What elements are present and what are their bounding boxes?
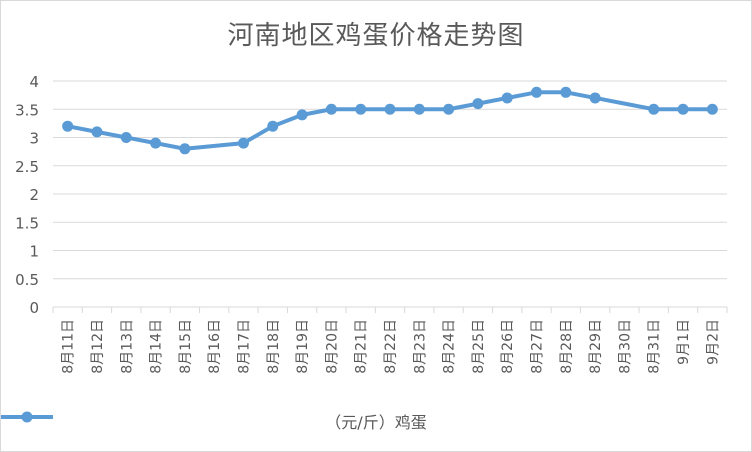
x-tick-label: 8月23日 [412, 319, 428, 374]
y-tick-label: 0 [29, 299, 39, 317]
x-tick-label: 8月17日 [236, 319, 252, 374]
data-point [384, 103, 396, 115]
x-tick-label: 8月13日 [119, 319, 135, 374]
x-tick-label: 8月15日 [178, 319, 194, 374]
data-point [443, 103, 455, 115]
series-line [65, 90, 715, 151]
x-tick-label: 8月18日 [266, 319, 282, 374]
data-point [560, 86, 572, 98]
x-tick-label: 8月12日 [90, 319, 106, 374]
y-tick-label: 3.5 [15, 101, 39, 119]
data-point [267, 120, 279, 132]
data-point [150, 137, 162, 149]
data-point [677, 103, 689, 115]
x-tick-label: 9月1日 [676, 319, 692, 365]
data-point [325, 103, 337, 115]
data-point [648, 103, 660, 115]
data-point [501, 92, 513, 104]
chart-title: 河南地区鸡蛋价格走势图 [227, 21, 525, 51]
y-tick-label: 2.5 [15, 158, 39, 176]
y-tick-label: 2 [29, 186, 39, 204]
x-tick-label: 8月14日 [149, 319, 165, 374]
x-tick-label: 8月24日 [442, 319, 458, 374]
x-tick-label: 8月21日 [354, 319, 370, 374]
y-tick-label: 1.5 [15, 214, 39, 232]
data-point [62, 120, 74, 132]
x-tick-label: 8月20日 [324, 319, 340, 374]
legend-label: （元/斤）鸡蛋 [325, 413, 427, 432]
x-tick-label: 8月29日 [588, 319, 604, 374]
x-tick-label: 8月19日 [295, 319, 311, 374]
x-tick-label: 8月27日 [530, 319, 546, 374]
x-tick-label: 8月28日 [559, 319, 575, 374]
data-point [589, 92, 601, 104]
data-point [179, 143, 191, 155]
data-point [91, 126, 103, 138]
x-tick-label: 8月22日 [383, 319, 399, 374]
data-point [706, 103, 718, 115]
legend-swatch [1, 411, 53, 423]
data-point [120, 132, 132, 143]
y-tick-label: 1 [29, 243, 39, 261]
x-tick-label: 8月30日 [617, 319, 633, 374]
x-tick-label: 8月25日 [471, 319, 487, 374]
x-tick-label: 8月31日 [647, 319, 663, 374]
data-point [472, 98, 484, 110]
legend: （元/斤）鸡蛋 [1, 409, 751, 433]
x-tick-label: 8月11日 [61, 319, 77, 374]
x-tick-label: 8月16日 [207, 319, 223, 374]
data-point [531, 86, 543, 98]
data-point [413, 103, 425, 115]
y-tick-label: 3 [29, 130, 39, 148]
data-point [355, 103, 367, 115]
y-tick-label: 0.5 [15, 271, 39, 289]
x-tick-label: 8月26日 [500, 319, 516, 374]
y-tick-label: 4 [29, 73, 39, 91]
x-tick-label: 9月2日 [705, 319, 721, 365]
data-point [237, 137, 249, 149]
data-point [296, 109, 308, 121]
